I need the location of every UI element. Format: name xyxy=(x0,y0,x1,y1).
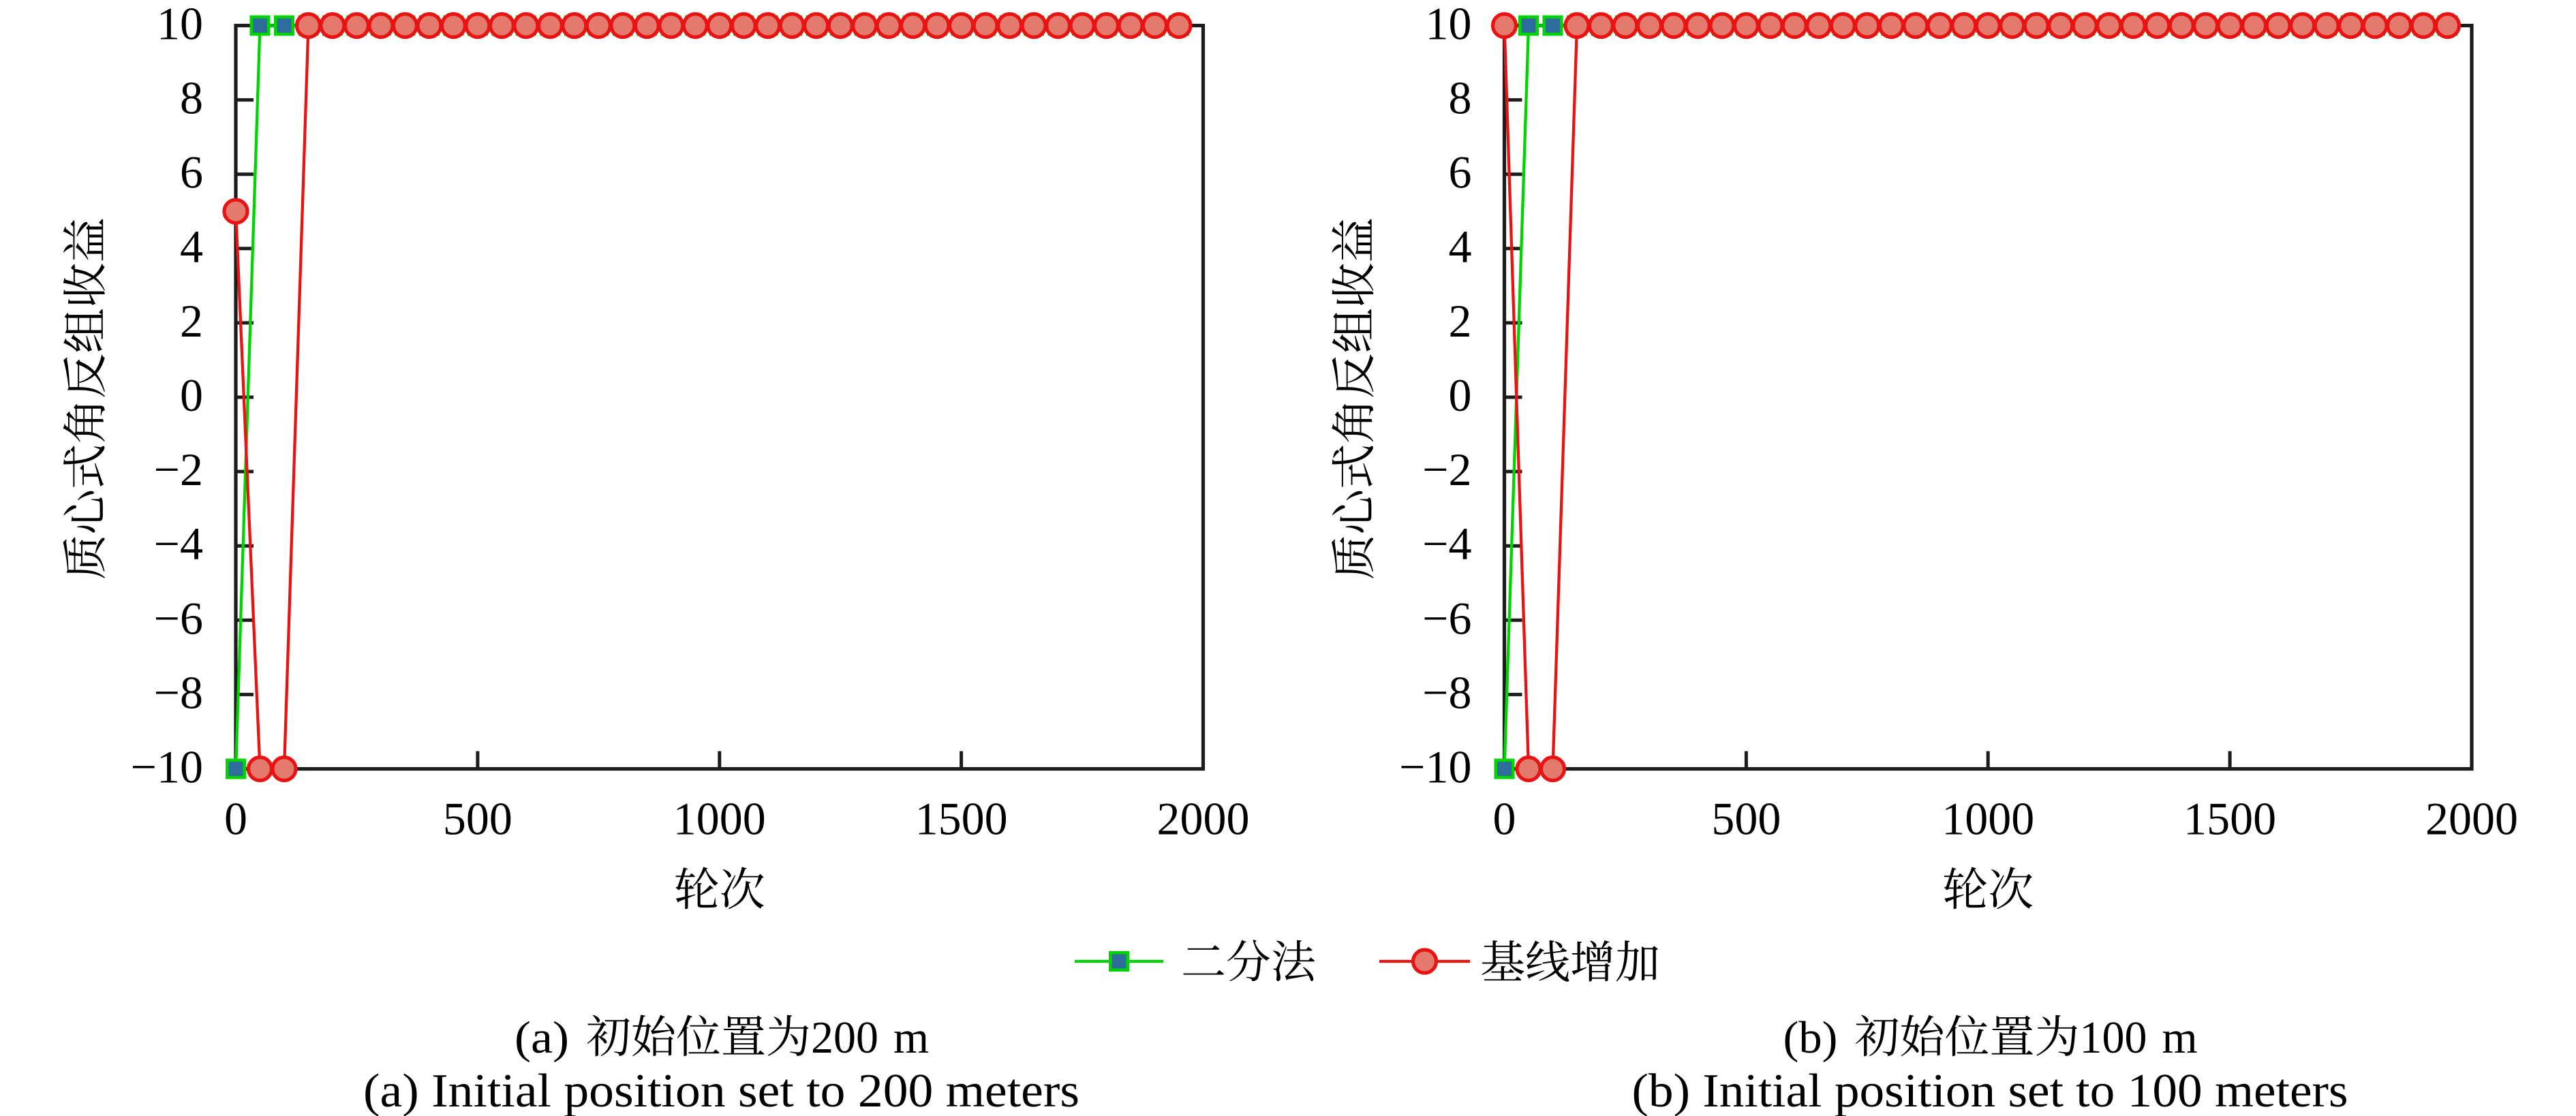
svg-text:2: 2 xyxy=(180,295,203,347)
svg-text:(a): (a) xyxy=(515,1012,569,1063)
svg-text:−4: −4 xyxy=(1422,518,1471,570)
svg-text:0: 0 xyxy=(1493,793,1516,845)
svg-text:−10: −10 xyxy=(131,741,203,793)
svg-text:1000: 1000 xyxy=(1942,793,2034,845)
svg-text:−10: −10 xyxy=(1399,741,1471,793)
svg-text:−8: −8 xyxy=(154,666,203,718)
svg-text:500: 500 xyxy=(1711,793,1781,845)
svg-text:−8: −8 xyxy=(1422,666,1471,718)
svg-text:0: 0 xyxy=(224,793,247,845)
svg-text:1500: 1500 xyxy=(915,793,1008,845)
svg-text:(a) Initial position set to 20: (a) Initial position set to 200 meters xyxy=(363,1065,1079,1116)
svg-text:200: 200 xyxy=(811,1012,878,1063)
svg-text:−2: −2 xyxy=(154,444,203,495)
svg-text:2: 2 xyxy=(1449,295,1472,347)
svg-text:8: 8 xyxy=(1449,72,1472,124)
svg-text:0: 0 xyxy=(180,369,203,421)
svg-text:500: 500 xyxy=(443,793,512,845)
svg-text:2000: 2000 xyxy=(1157,793,1250,845)
svg-text:10: 10 xyxy=(157,0,203,50)
svg-text:6: 6 xyxy=(1449,146,1472,198)
svg-text:−4: −4 xyxy=(154,518,203,570)
svg-text:100: 100 xyxy=(2080,1012,2147,1063)
svg-text:1500: 1500 xyxy=(2183,793,2276,845)
svg-text:2000: 2000 xyxy=(2425,793,2518,845)
svg-text:m: m xyxy=(893,1012,929,1063)
svg-text:4: 4 xyxy=(1449,221,1472,273)
svg-text:m: m xyxy=(2162,1012,2198,1063)
svg-text:0: 0 xyxy=(1449,369,1472,421)
svg-text:(b) Initial position set to 10: (b) Initial position set to 100 meters xyxy=(1632,1065,2348,1116)
svg-text:8: 8 xyxy=(180,72,203,124)
svg-text:−6: −6 xyxy=(154,592,203,644)
svg-text:10: 10 xyxy=(1426,0,1472,50)
svg-text:1000: 1000 xyxy=(673,793,766,845)
svg-text:−6: −6 xyxy=(1422,592,1471,644)
svg-text:−2: −2 xyxy=(1422,444,1471,495)
svg-text:6: 6 xyxy=(180,146,203,198)
svg-text:4: 4 xyxy=(180,221,203,273)
svg-text:(b): (b) xyxy=(1783,1012,1838,1063)
